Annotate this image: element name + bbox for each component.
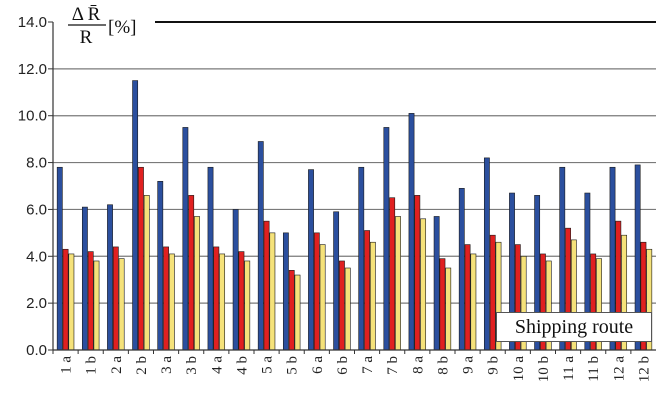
bar bbox=[445, 267, 452, 351]
bar bbox=[219, 253, 226, 351]
bar bbox=[93, 260, 100, 351]
y-tick-label: 14.0 bbox=[18, 14, 47, 31]
bar-series bbox=[56, 80, 653, 351]
bar bbox=[118, 258, 125, 351]
bar bbox=[188, 195, 195, 351]
bar bbox=[339, 260, 345, 351]
x-tick-label: 1 a bbox=[59, 356, 75, 374]
bar bbox=[107, 204, 113, 351]
x-tick-label: 1 b bbox=[84, 356, 100, 375]
bar bbox=[269, 232, 276, 351]
bar bbox=[433, 216, 440, 351]
y-tick-label: 4.0 bbox=[26, 248, 47, 265]
bar bbox=[244, 260, 251, 351]
bar bbox=[62, 248, 69, 351]
x-tick-label: 7 b bbox=[385, 356, 401, 375]
x-tick-label: 11 a bbox=[561, 356, 577, 381]
x-tick-label: 12 a bbox=[611, 356, 627, 382]
bar bbox=[489, 234, 496, 351]
bar bbox=[207, 166, 214, 351]
y-tick-label: 6.0 bbox=[26, 201, 47, 218]
y-tick-label: 10.0 bbox=[18, 108, 47, 125]
x-tick-label: 6 b bbox=[335, 356, 351, 375]
y-tick-labels: 0.0 2.0 4.0 6.0 8.0 10.0 12.0 14.0 bbox=[18, 14, 53, 359]
y-axis-label-numerator: Δ R̄ bbox=[72, 4, 101, 25]
bar bbox=[395, 216, 401, 351]
bar bbox=[194, 216, 200, 351]
bar bbox=[308, 169, 314, 351]
bar bbox=[414, 195, 421, 351]
bar bbox=[389, 197, 396, 351]
bar bbox=[87, 251, 94, 351]
bar bbox=[439, 258, 446, 351]
x-tick-label: 5 a bbox=[260, 356, 276, 374]
bar bbox=[143, 195, 150, 351]
bar bbox=[168, 253, 175, 351]
x-tick-label: 7 a bbox=[360, 356, 376, 374]
bar bbox=[112, 246, 119, 351]
x-tick-label: 10 b bbox=[536, 356, 552, 382]
bar bbox=[68, 253, 75, 351]
x-tick-labels: 1 a 1 b 2 a 2 b 3 a 3 b 4 a 4 b 5 a 5 b 6 a 6 b 7 a 7… bbox=[52, 350, 652, 382]
bar bbox=[319, 244, 326, 351]
y-axis-label: Δ R̄ R [%] bbox=[64, 2, 148, 48]
x-tick-label: 4 a bbox=[209, 356, 225, 374]
bar bbox=[458, 188, 465, 351]
x-tick-label: 2 a bbox=[109, 356, 125, 374]
x-tick-label: 3 a bbox=[159, 356, 175, 374]
x-tick-label: 10 a bbox=[511, 356, 527, 382]
x-tick-label: 9 a bbox=[461, 356, 477, 374]
bar bbox=[358, 166, 365, 351]
bar bbox=[138, 166, 144, 351]
x-tick-label: 6 a bbox=[310, 356, 326, 374]
x-tick-label: 11 b bbox=[586, 356, 602, 382]
y-tick-label: 2.0 bbox=[26, 295, 47, 312]
bar bbox=[288, 270, 295, 351]
bar bbox=[344, 267, 351, 351]
y-axis-label-denominator: R bbox=[80, 27, 93, 46]
bar bbox=[408, 113, 415, 351]
bar bbox=[81, 206, 88, 351]
bar bbox=[182, 127, 189, 351]
bar bbox=[213, 246, 220, 351]
y-tick-label: 0.0 bbox=[26, 342, 47, 359]
bar bbox=[157, 181, 164, 351]
bar bbox=[483, 157, 490, 351]
bar bbox=[313, 232, 320, 351]
x-tick-label: 3 b bbox=[184, 356, 200, 375]
y-tick-label: 12.0 bbox=[18, 61, 47, 78]
bar bbox=[383, 127, 390, 351]
bar bbox=[56, 166, 63, 351]
bar bbox=[369, 241, 376, 351]
bar bbox=[238, 251, 245, 351]
bar bbox=[257, 141, 264, 351]
x-tick-label: 4 b bbox=[234, 356, 250, 375]
bar bbox=[420, 218, 427, 351]
bar bbox=[333, 211, 340, 351]
bar bbox=[282, 232, 289, 351]
gridlines bbox=[53, 21, 656, 304]
x-tick-label: 8 b bbox=[435, 356, 451, 375]
bar bbox=[263, 220, 270, 351]
bar bbox=[464, 244, 471, 351]
y-axis-label-unit: [%] bbox=[108, 17, 136, 38]
bar bbox=[132, 80, 139, 351]
bar bbox=[232, 209, 239, 351]
x-tick-label: 5 b bbox=[285, 356, 301, 375]
bar bbox=[470, 253, 477, 351]
x-tick-label: 2 b bbox=[134, 356, 150, 375]
x-tick-label: 8 a bbox=[410, 356, 426, 374]
y-tick-label: 8.0 bbox=[26, 155, 47, 172]
bar bbox=[364, 230, 370, 351]
bar bbox=[163, 246, 169, 351]
x-axis-label: Shipping route bbox=[496, 312, 652, 342]
x-tick-label: 9 b bbox=[486, 356, 502, 375]
x-tick-label: 12 b bbox=[636, 356, 652, 382]
bar bbox=[294, 274, 301, 351]
